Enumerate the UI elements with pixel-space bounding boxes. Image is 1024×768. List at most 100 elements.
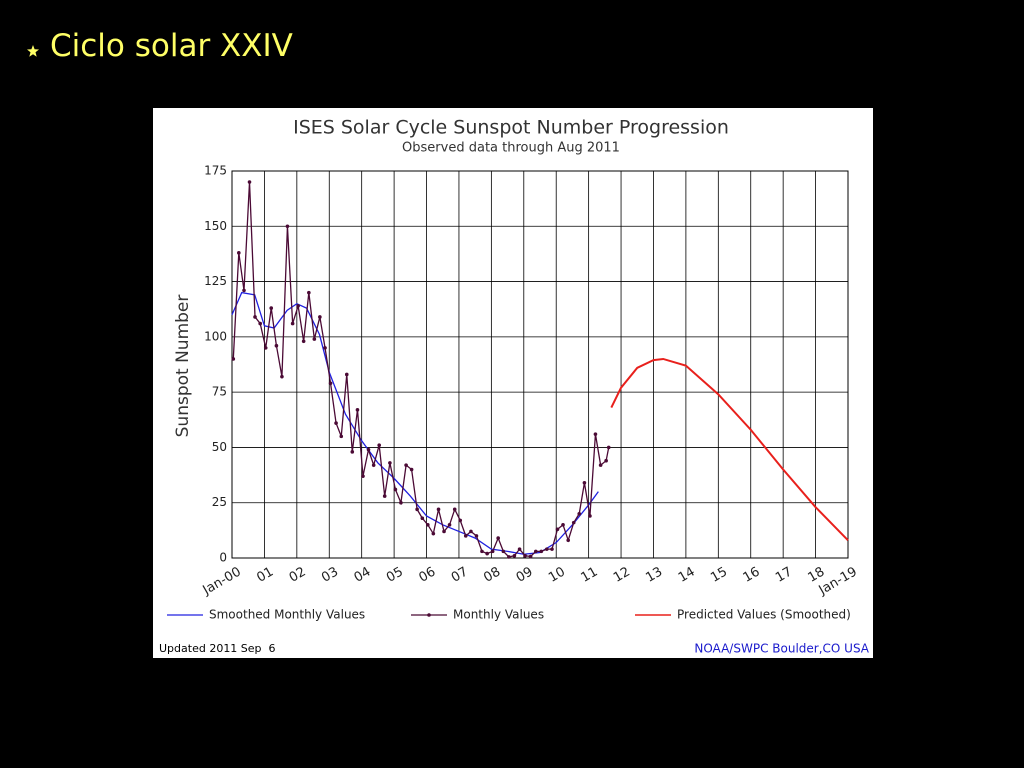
data-point: [469, 529, 473, 534]
data-point: [242, 288, 246, 293]
legend-marker: [427, 613, 431, 617]
x-tick-label: 08: [481, 565, 503, 586]
data-point: [561, 523, 565, 527]
x-tick-label: 09: [514, 565, 536, 586]
data-point: [237, 251, 241, 255]
data-point: [606, 445, 611, 450]
data-point: [290, 321, 295, 326]
data-point: [301, 339, 306, 344]
data-point: [604, 458, 608, 463]
data-point: [274, 343, 279, 348]
data-point: [442, 529, 446, 534]
x-tick-label: 04: [352, 565, 374, 586]
data-point: [550, 547, 554, 551]
x-tick-label: 12: [611, 565, 633, 586]
y-tick-label: 100: [204, 329, 227, 343]
data-point: [588, 514, 592, 518]
x-tick-label: 01: [254, 565, 276, 586]
data-point: [263, 346, 268, 350]
series-line: [231, 291, 599, 555]
data-point: [523, 553, 527, 558]
x-tick-label: 07: [449, 565, 471, 586]
plot-frame: [231, 170, 849, 559]
data-point: [247, 180, 252, 184]
data-point: [382, 494, 387, 498]
data-point: [350, 450, 355, 454]
x-tick-label: 11: [579, 565, 601, 586]
series-line: [232, 182, 610, 558]
data-point: [420, 516, 425, 520]
data-point: [458, 518, 463, 523]
legend-label: Predicted Values (Smoothed): [677, 608, 851, 622]
data-point: [539, 549, 544, 554]
data-point: [545, 547, 549, 551]
data-point: [399, 500, 403, 505]
data-point: [323, 346, 327, 350]
data-point: [571, 520, 576, 525]
data-point: [377, 443, 381, 448]
data-point: [280, 374, 284, 379]
x-tick-label: 14: [676, 565, 698, 586]
data-point: [447, 523, 452, 527]
x-tick-label: 10: [546, 565, 568, 586]
series-line: [610, 357, 849, 542]
x-tick-label: 03: [319, 565, 341, 586]
x-tick-label: 18: [805, 565, 827, 586]
data-point: [507, 555, 511, 559]
bullet-star: [27, 45, 39, 57]
y-tick-label: 175: [204, 164, 227, 178]
chart: ISES Solar Cycle Sunspot Number Progress…: [153, 108, 873, 658]
slide-title: Ciclo solar XXIV: [50, 28, 293, 64]
data-point: [533, 549, 538, 554]
x-tick-label: Jan-00: [200, 565, 244, 599]
data-point: [501, 549, 506, 554]
data-point: [463, 534, 468, 538]
data-point: [393, 487, 398, 492]
data-point: [318, 315, 322, 319]
x-tick-label: 05: [384, 565, 406, 586]
x-tick-label: 13: [643, 565, 665, 586]
y-tick-label: 125: [204, 274, 227, 288]
data-point: [582, 481, 587, 485]
data-point: [334, 421, 338, 425]
data-point: [253, 315, 257, 319]
data-point: [328, 381, 333, 386]
footer: Updated 2011 Sep 6: [159, 642, 276, 655]
legend-label: Smoothed Monthly Values: [209, 608, 365, 622]
data-point: [307, 290, 311, 295]
data-point: [517, 547, 522, 551]
y-tick-label: 75: [212, 385, 227, 399]
y-tick-label: 50: [212, 440, 227, 454]
data-point: [409, 467, 414, 472]
data-point: [388, 461, 392, 465]
data-point: [415, 507, 419, 512]
data-point: [312, 337, 317, 341]
data-point: [512, 553, 517, 558]
credit: NOAA/SWPC Boulder,CO USA: [694, 642, 869, 656]
data-point: [366, 447, 371, 452]
x-tick-label: 02: [287, 565, 309, 586]
data-point: [231, 357, 236, 361]
data-point: [566, 538, 571, 543]
data-point: [404, 463, 408, 467]
data-point: [577, 511, 582, 516]
data-point: [339, 434, 344, 439]
data-point: [452, 507, 457, 512]
data-point: [480, 549, 484, 554]
data-point: [528, 554, 533, 559]
data-point: [355, 408, 360, 412]
data-point: [496, 536, 500, 540]
x-tick-label: 17: [773, 565, 795, 586]
x-tick-label: 06: [416, 565, 438, 586]
data-point: [555, 527, 560, 532]
data-point: [431, 531, 436, 536]
data-point: [485, 551, 489, 556]
chart-subtitle: Observed data through Aug 2011: [402, 141, 620, 156]
data-point: [436, 507, 441, 512]
data-point: [344, 372, 349, 377]
data-point: [371, 463, 376, 467]
y-tick-label: 25: [212, 495, 227, 509]
data-point: [593, 432, 598, 436]
x-tick-label: 15: [708, 565, 730, 586]
data-point: [361, 474, 365, 478]
